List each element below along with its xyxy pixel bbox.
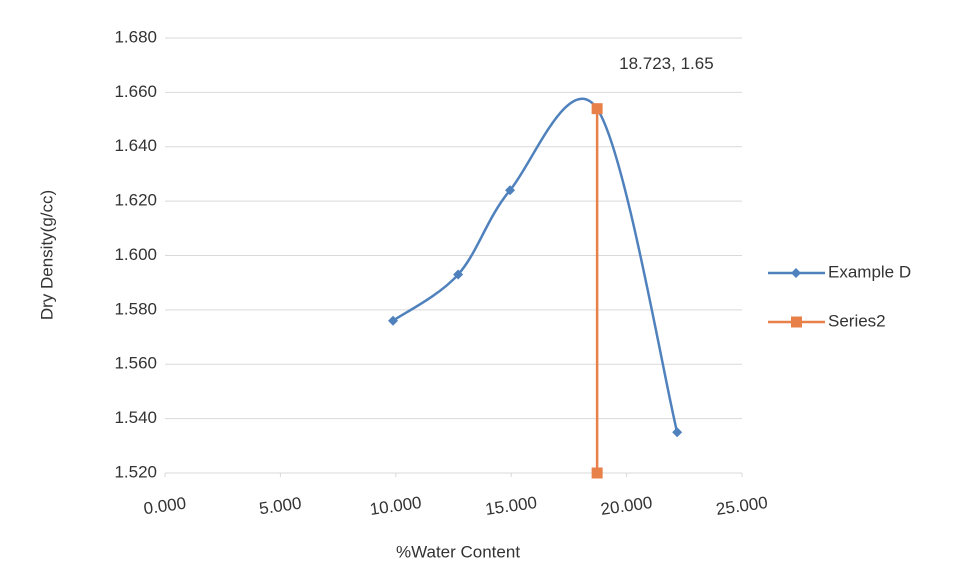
legend-label: Series2 [828, 311, 886, 330]
x-tick-label: 20.000 [599, 493, 653, 519]
legend-marker [791, 316, 802, 328]
y-tick-label: 1.560 [114, 354, 157, 373]
y-axis-label: Dry Density(g/cc) [37, 190, 56, 320]
data-point [591, 467, 603, 479]
data-point [591, 103, 603, 115]
x-axis-label: %Water Content [396, 542, 520, 561]
data-label: 18.723, 1.65 [619, 54, 714, 73]
series-line [392, 97, 679, 433]
x-tick-label: 10.000 [369, 493, 423, 519]
y-tick-label: 1.520 [114, 462, 157, 481]
y-tick-label: 1.680 [114, 27, 157, 46]
data-point [388, 315, 399, 326]
x-tick-label: 5.000 [258, 494, 303, 519]
data-point [505, 185, 516, 196]
legend-marker [791, 268, 801, 278]
y-tick-label: 1.640 [114, 136, 157, 155]
y-tick-label: 1.620 [114, 191, 157, 210]
y-tick-label: 1.660 [114, 82, 157, 101]
x-tick-label: 0.000 [142, 494, 187, 519]
y-tick-label: 1.580 [114, 299, 157, 318]
x-tick-label: 25.000 [715, 493, 769, 519]
y-tick-label: 1.540 [114, 408, 157, 427]
data-point [453, 269, 464, 280]
x-tick-label: 15.000 [484, 493, 538, 519]
data-point [672, 427, 683, 438]
legend-label: Example D [828, 262, 911, 281]
y-tick-label: 1.600 [114, 245, 157, 264]
